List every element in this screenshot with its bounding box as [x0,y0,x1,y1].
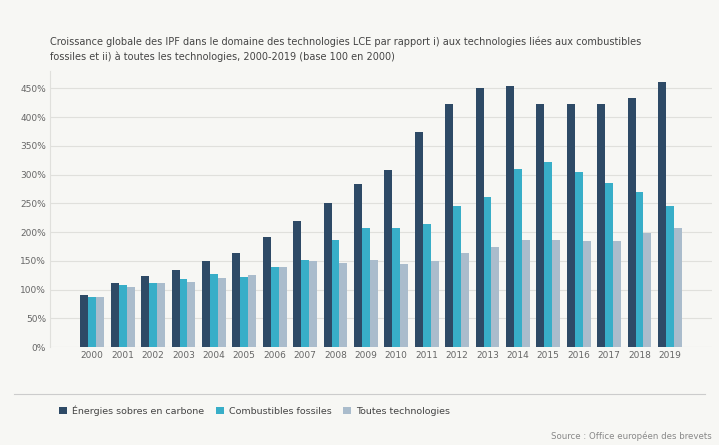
Bar [324,203,331,347]
Bar [666,206,674,347]
Bar [81,295,88,347]
Bar [582,241,590,347]
Bar [172,270,180,347]
Text: Croissance globale des IPF dans le domaine des technologies LCE par rapport i) a: Croissance globale des IPF dans le domai… [50,37,641,62]
Bar [605,183,613,347]
Bar [248,275,256,347]
Bar [240,277,248,347]
Bar [210,274,218,347]
Bar [202,261,210,347]
Bar [567,104,574,347]
Bar [445,104,453,347]
Bar [301,260,309,347]
Bar [423,223,431,347]
Bar [574,172,582,347]
Bar [461,253,469,347]
Bar [628,98,636,347]
Bar [370,260,377,347]
Bar [88,296,96,347]
Bar [339,263,347,347]
Bar [96,296,104,347]
Bar [362,228,370,347]
Bar [127,287,134,347]
Bar [354,184,362,347]
Bar [644,233,651,347]
Bar [453,206,461,347]
Bar [613,241,621,347]
Bar [111,283,119,347]
Bar [674,228,682,347]
Bar [218,278,226,347]
Bar [149,283,157,347]
Bar [279,267,286,347]
Bar [141,276,149,347]
Text: Source : Office européen des brevets: Source : Office européen des brevets [551,431,712,441]
Bar [385,170,393,347]
Bar [476,89,483,347]
Bar [522,240,530,347]
Bar [393,227,400,347]
Bar [293,221,301,347]
Bar [506,85,514,347]
Bar [232,253,240,347]
Bar [400,264,408,347]
Bar [658,81,666,347]
Bar [552,239,560,347]
Bar [536,104,544,347]
Bar [514,169,522,347]
Bar [415,132,423,347]
Bar [636,192,644,347]
Bar [483,197,491,347]
Bar [309,261,317,347]
Bar [491,247,499,347]
Legend: Énergies sobres en carbone, Combustibles fossiles, Toutes technologies: Énergies sobres en carbone, Combustibles… [55,401,454,420]
Bar [180,279,188,347]
Bar [331,240,339,347]
Bar [597,104,605,347]
Bar [271,267,279,347]
Bar [544,162,552,347]
Bar [119,285,127,347]
Bar [157,283,165,347]
Bar [263,237,271,347]
Bar [188,282,196,347]
Bar [431,261,439,347]
